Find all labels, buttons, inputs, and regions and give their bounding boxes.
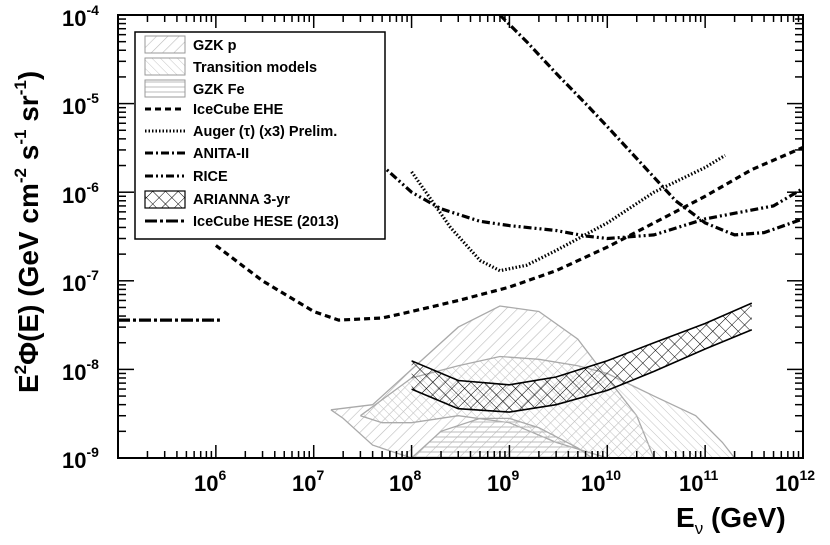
y-tick-label: 10-9 [62, 444, 99, 473]
y-tick-label: 10-5 [62, 90, 99, 119]
legend: GZK p Transition models GZK Fe IceCube E… [134, 31, 386, 240]
band-upper-edge-arianna-3-yr [411, 302, 753, 386]
band-upper-edge-transition-models [360, 355, 736, 458]
x-axis-title: Eν (GeV) [676, 502, 786, 538]
y-tick-label: 10-8 [62, 356, 99, 385]
legend-swatch-gzk-p [144, 35, 186, 54]
legend-swatch-arianna [144, 190, 186, 209]
legend-entry: IceCube EHE [145, 102, 284, 118]
y-tick-label: 10-6 [62, 179, 99, 208]
y-axis-title: E2Φ(E) (GeV cm-2 s-1 sr-1) [11, 71, 44, 393]
x-tick-label: 1011 [679, 467, 718, 496]
legend-entry: ANITA-II [145, 146, 249, 162]
band-upper-edge-gzk-fe [411, 417, 593, 458]
legend-label: RICE [193, 169, 228, 185]
bands-layer [330, 302, 753, 458]
band-lower-edge-arianna-3-yr [411, 329, 753, 413]
legend-label: GZK p [193, 38, 237, 54]
legend-entry: GZK Fe [144, 79, 245, 98]
legend-entry: Transition models [144, 57, 317, 76]
legend-swatch-transition [144, 57, 186, 76]
x-tick-label: 108 [389, 467, 421, 496]
x-tick-label: 1012 [775, 467, 815, 496]
x-tick-labels: 106 107 108 109 1010 1011 1012 [194, 467, 815, 496]
series-line-anita-ii [498, 15, 803, 237]
y-tick-labels: 10-4 10-5 10-6 10-7 10-8 10-9 [62, 2, 99, 473]
band-gzk-fe [411, 418, 593, 458]
plot-frame [117, 14, 804, 459]
x-tick-label: 106 [194, 467, 226, 496]
legend-entry: IceCube HESE (2013) [145, 214, 339, 230]
legend-swatch-gzk-fe [144, 79, 186, 98]
band-lower-edge-gzk-p [330, 409, 654, 458]
y-tick-label: 10-4 [62, 2, 99, 31]
x-tick-label: 107 [292, 467, 324, 496]
legend-label: Transition models [193, 60, 317, 76]
band-arianna-3-yr [411, 303, 752, 413]
legend-label: IceCube HESE (2013) [193, 214, 339, 230]
series-line-auger-x3-prelim [410, 154, 726, 273]
legend-label: ANITA-II [193, 146, 249, 162]
legend-entry: Auger (τ) (x3) Prelim. [145, 124, 337, 140]
lines-layer [118, 15, 803, 322]
series-line-icecube-ehe [214, 145, 803, 322]
y-tick-label: 10-7 [62, 267, 99, 296]
legend-label: Auger (τ) (x3) Prelim. [193, 124, 337, 140]
x-tick-label: 109 [487, 467, 519, 496]
series-line-rice [359, 142, 803, 241]
legend-label: IceCube EHE [193, 102, 284, 118]
legend-label: ARIANNA 3-yr [193, 192, 290, 208]
legend-label: GZK Fe [193, 82, 245, 98]
x-tick-label: 1010 [581, 467, 621, 496]
legend-entry: ARIANNA 3-yr [144, 190, 290, 209]
legend-entry: GZK p [144, 35, 237, 54]
ticks-layer [117, 14, 804, 459]
legend-entry: RICE [145, 169, 228, 185]
